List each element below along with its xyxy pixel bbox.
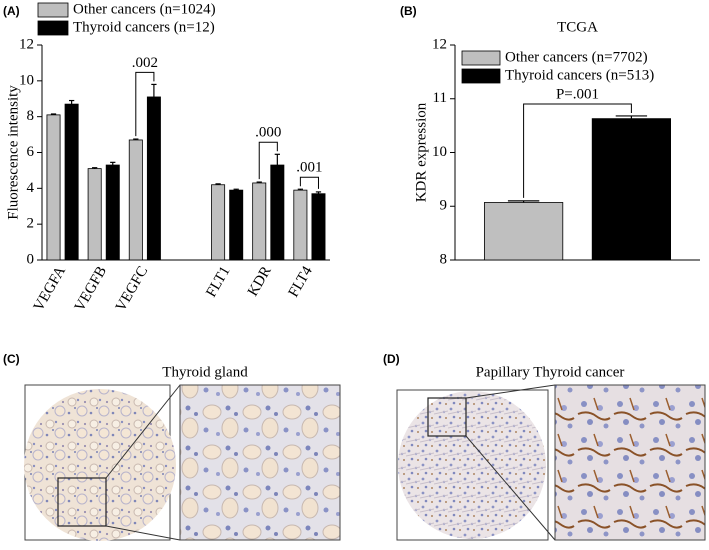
bar <box>270 164 285 261</box>
zoom-line <box>465 435 556 541</box>
x-tick-label: KDR <box>245 264 275 299</box>
significance-bracket <box>299 176 319 189</box>
x-tick-label: VEGFC <box>113 264 151 315</box>
legend-swatch <box>37 20 69 36</box>
significance-label: .000 <box>255 125 281 141</box>
x-tick-label: FLT4 <box>286 263 317 300</box>
legend-swatch <box>461 68 501 84</box>
x-tick-label: VEGFA <box>31 264 69 314</box>
y-tick-label: 10 <box>19 72 34 88</box>
y-tick-label: 2 <box>27 216 35 232</box>
y-tick-label: 8 <box>440 251 448 267</box>
y-axis-label: KDR expression <box>413 102 429 202</box>
x-tick-label: VEGFB <box>72 264 110 315</box>
panel-label: (B) <box>400 4 417 18</box>
significance-label: P=.001 <box>556 86 599 102</box>
y-tick-label: 4 <box>27 180 35 196</box>
bar <box>211 184 226 261</box>
zoom-image <box>179 384 341 541</box>
zoom-line <box>105 525 181 541</box>
zoom-box <box>57 477 107 527</box>
image-title: Thyroid gland <box>162 364 248 380</box>
zoom-image <box>554 384 706 541</box>
legend-swatch <box>37 2 69 18</box>
y-tick-label: 8 <box>27 108 35 124</box>
bar <box>229 189 244 261</box>
bar <box>64 103 79 261</box>
tissue-core <box>24 389 176 541</box>
bar <box>311 193 326 261</box>
panel-label: (D) <box>383 352 400 366</box>
chart-title: TCGA <box>557 19 598 35</box>
bar <box>293 189 308 261</box>
bar <box>146 96 161 261</box>
zoom-box <box>427 397 467 437</box>
bar <box>483 202 564 261</box>
significance-bracket <box>135 71 155 137</box>
panel-label: (A) <box>3 4 20 18</box>
bar <box>252 182 267 261</box>
y-tick-label: 11 <box>433 90 447 106</box>
panel-label: (C) <box>3 352 20 366</box>
bar <box>87 168 102 261</box>
y-tick-label: 9 <box>440 198 448 214</box>
y-tick-label: 6 <box>27 144 35 160</box>
bar <box>46 114 61 261</box>
legend-label: Other cancers (n=1024) <box>73 1 216 17</box>
bar <box>128 139 143 261</box>
significance-bracket <box>258 141 278 180</box>
bar <box>105 164 120 261</box>
tissue-core <box>398 391 546 539</box>
y-tick-label: 0 <box>27 251 35 267</box>
bar <box>591 118 672 261</box>
y-axis-label: Fluorescence intensity <box>5 85 21 220</box>
zoom-line <box>465 384 556 399</box>
legend-label: Thyroid cancers (n=12) <box>73 19 215 35</box>
y-tick-label: 12 <box>19 36 34 52</box>
significance-label: .001 <box>296 160 322 176</box>
legend-label: Thyroid cancers (n=513) <box>505 67 654 83</box>
y-tick-label: 10 <box>432 144 447 160</box>
legend-label: Other cancers (n=7702) <box>505 49 648 65</box>
x-tick-label: FLT1 <box>203 264 233 300</box>
y-tick-label: 12 <box>432 36 447 52</box>
legend-swatch <box>461 50 501 66</box>
image-title: Papillary Thyroid cancer <box>476 364 625 380</box>
significance-bracket <box>523 103 632 198</box>
zoom-line <box>105 384 181 479</box>
significance-label: .002 <box>132 55 158 71</box>
